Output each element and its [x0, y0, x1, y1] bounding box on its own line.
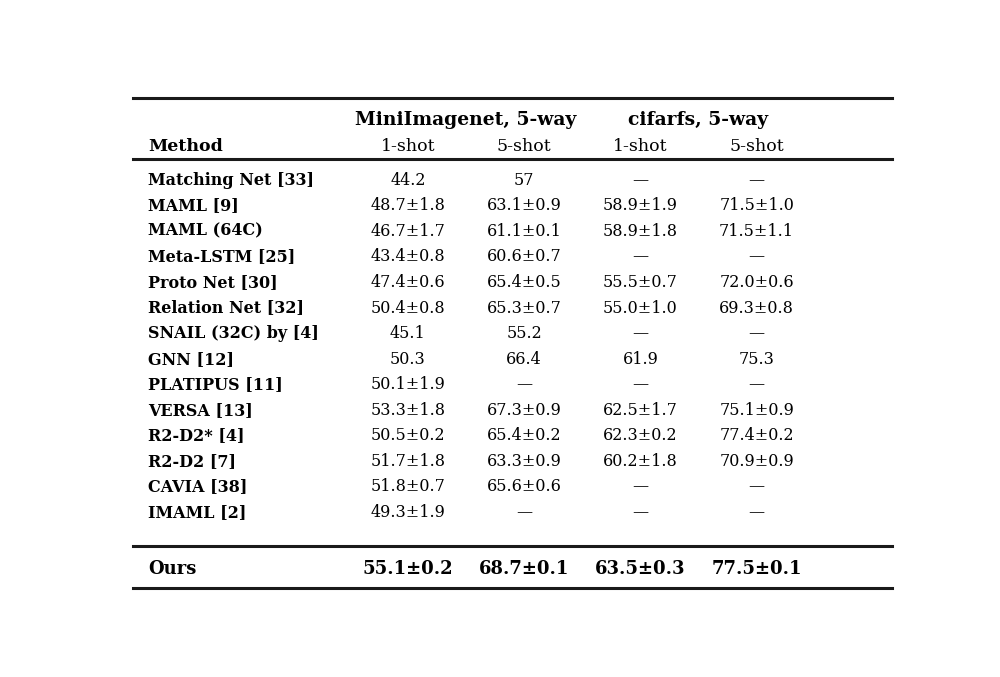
Text: —: — [749, 172, 765, 189]
Text: GNN [12]: GNN [12] [148, 351, 234, 368]
Text: 77.5±0.1: 77.5±0.1 [711, 560, 802, 577]
Text: 61.1±0.1: 61.1±0.1 [487, 223, 562, 240]
Text: 50.1±1.9: 50.1±1.9 [370, 376, 445, 393]
Text: 58.9±1.9: 58.9±1.9 [603, 197, 678, 215]
Text: 58.9±1.8: 58.9±1.8 [603, 223, 678, 240]
Text: Matching Net [33]: Matching Net [33] [148, 172, 314, 189]
Text: —: — [632, 325, 648, 342]
Text: 57: 57 [514, 172, 534, 189]
Text: 55.1±0.2: 55.1±0.2 [363, 560, 453, 577]
Text: Relation Net [32]: Relation Net [32] [148, 299, 304, 317]
Text: 43.4±0.8: 43.4±0.8 [371, 248, 445, 265]
Text: Proto Net [30]: Proto Net [30] [148, 274, 278, 291]
Text: —: — [749, 376, 765, 393]
Text: —: — [749, 504, 765, 521]
Text: 71.5±1.1: 71.5±1.1 [719, 223, 794, 240]
Text: 65.3±0.7: 65.3±0.7 [487, 299, 562, 317]
Text: —: — [749, 479, 765, 496]
Text: 72.0±0.6: 72.0±0.6 [719, 274, 794, 291]
Text: 63.5±0.3: 63.5±0.3 [595, 560, 686, 577]
Text: 53.3±1.8: 53.3±1.8 [370, 401, 445, 418]
Text: Ours: Ours [148, 560, 197, 577]
Text: —: — [749, 325, 765, 342]
Text: 61.9: 61.9 [622, 351, 658, 368]
Text: 5-shot: 5-shot [497, 138, 551, 155]
Text: 60.6±0.7: 60.6±0.7 [487, 248, 562, 265]
Text: 75.3: 75.3 [739, 351, 775, 368]
Text: 60.2±1.8: 60.2±1.8 [603, 453, 678, 470]
Text: 55.0±1.0: 55.0±1.0 [603, 299, 678, 317]
Text: 70.9±0.9: 70.9±0.9 [719, 453, 794, 470]
Text: —: — [749, 248, 765, 265]
Text: 55.5±0.7: 55.5±0.7 [603, 274, 678, 291]
Text: PLATIPUS [11]: PLATIPUS [11] [148, 376, 283, 393]
Text: —: — [632, 504, 648, 521]
Text: 66.4: 66.4 [506, 351, 542, 368]
Text: 63.1±0.9: 63.1±0.9 [487, 197, 562, 215]
Text: 5-shot: 5-shot [729, 138, 784, 155]
Text: VERSA [13]: VERSA [13] [148, 401, 253, 418]
Text: 62.5±1.7: 62.5±1.7 [603, 401, 678, 418]
Text: MAML (64C): MAML (64C) [148, 223, 263, 240]
Text: 65.4±0.5: 65.4±0.5 [487, 274, 562, 291]
Text: 46.7±1.7: 46.7±1.7 [370, 223, 445, 240]
Text: 48.7±1.8: 48.7±1.8 [370, 197, 445, 215]
Text: Method: Method [148, 138, 223, 155]
Text: 1-shot: 1-shot [381, 138, 435, 155]
Text: 55.2: 55.2 [506, 325, 542, 342]
Text: CAVIA [38]: CAVIA [38] [148, 479, 248, 496]
Text: 50.4±0.8: 50.4±0.8 [371, 299, 445, 317]
Text: Meta-LSTM [25]: Meta-LSTM [25] [148, 248, 296, 265]
Text: 65.6±0.6: 65.6±0.6 [487, 479, 562, 496]
Text: 47.4±0.6: 47.4±0.6 [371, 274, 445, 291]
Text: 1-shot: 1-shot [613, 138, 668, 155]
Text: 44.2: 44.2 [390, 172, 426, 189]
Text: —: — [632, 248, 648, 265]
Text: cifarfs, 5-way: cifarfs, 5-way [628, 111, 769, 129]
Text: —: — [632, 479, 648, 496]
Text: 51.7±1.8: 51.7±1.8 [370, 453, 445, 470]
Text: 45.1: 45.1 [390, 325, 426, 342]
Text: —: — [516, 504, 532, 521]
Text: R2-D2* [4]: R2-D2* [4] [148, 427, 245, 444]
Text: 65.4±0.2: 65.4±0.2 [487, 427, 561, 444]
Text: 50.5±0.2: 50.5±0.2 [371, 427, 445, 444]
Text: R2-D2 [7]: R2-D2 [7] [148, 453, 236, 470]
Text: 71.5±1.0: 71.5±1.0 [719, 197, 794, 215]
Text: 63.3±0.9: 63.3±0.9 [487, 453, 562, 470]
Text: —: — [516, 376, 532, 393]
Text: MiniImagenet, 5-way: MiniImagenet, 5-way [355, 111, 577, 129]
Text: MAML [9]: MAML [9] [148, 197, 239, 215]
Text: 69.3±0.8: 69.3±0.8 [719, 299, 794, 317]
Text: 75.1±0.9: 75.1±0.9 [719, 401, 794, 418]
Text: —: — [632, 172, 648, 189]
Text: 77.4±0.2: 77.4±0.2 [719, 427, 794, 444]
Text: 67.3±0.9: 67.3±0.9 [487, 401, 562, 418]
Text: IMAML [2]: IMAML [2] [148, 504, 247, 521]
Text: 62.3±0.2: 62.3±0.2 [603, 427, 678, 444]
Text: —: — [632, 376, 648, 393]
Text: 68.7±0.1: 68.7±0.1 [479, 560, 569, 577]
Text: 50.3: 50.3 [390, 351, 426, 368]
Text: 51.8±0.7: 51.8±0.7 [370, 479, 445, 496]
Text: SNAIL (32C) by [4]: SNAIL (32C) by [4] [148, 325, 319, 342]
Text: 49.3±1.9: 49.3±1.9 [370, 504, 445, 521]
